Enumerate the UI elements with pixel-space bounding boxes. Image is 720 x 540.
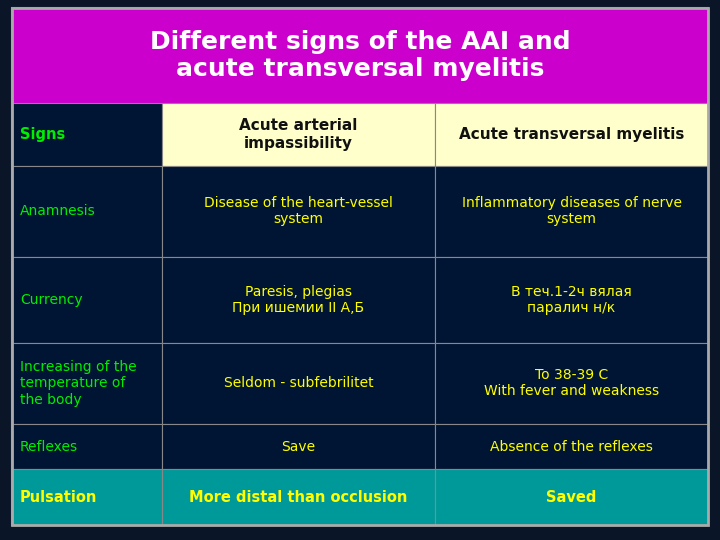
Text: Seldom - subfebrilitet: Seldom - subfebrilitet [224,376,373,390]
Bar [161,424,435,469]
Text: Different signs of the AAI and
acute transversal myelitis: Different signs of the AAI and acute tra… [150,30,570,82]
Text: Paresis, plegias
При ишемии II А,Б: Paresis, plegias При ишемии II А,Б [233,285,364,315]
Text: More distal than occlusion: More distal than occlusion [189,490,408,505]
Text: Reflexes: Reflexes [20,440,78,454]
Text: Disease of the heart-vessel
system: Disease of the heart-vessel system [204,196,393,226]
Text: Acute arterial
impassibility: Acute arterial impassibility [239,118,358,151]
Bar [161,257,435,343]
Bar [161,166,435,257]
Text: Currency: Currency [20,293,83,307]
Bar [435,424,708,469]
Text: To 38-39 C
With fever and weakness: To 38-39 C With fever and weakness [484,368,659,399]
Bar [435,469,708,525]
Text: Signs: Signs [20,127,66,142]
Bar [435,166,708,257]
Text: Inflammatory diseases of nerve
system: Inflammatory diseases of nerve system [462,196,682,226]
Bar [12,166,161,257]
Bar [435,257,708,343]
Bar [161,343,435,424]
Text: В теч.1-2ч вялая
паралич н/к: В теч.1-2ч вялая паралич н/к [511,285,632,315]
Text: Anamnesis: Anamnesis [20,204,96,218]
Bar [161,103,435,166]
Bar [435,343,708,424]
Text: Save: Save [282,440,315,454]
Text: Pulsation: Pulsation [20,490,97,505]
Text: Increasing of the
temperature of
the body: Increasing of the temperature of the bod… [20,360,137,407]
Text: Acute transversal myelitis: Acute transversal myelitis [459,127,684,142]
Bar [435,103,708,166]
Text: Saved: Saved [546,490,597,505]
Bar [12,103,161,166]
Bar [12,343,161,424]
Bar [12,469,161,525]
Bar [161,469,435,525]
Bar [12,257,161,343]
Text: Absence of the reflexes: Absence of the reflexes [490,440,653,454]
Bar [12,424,161,469]
Bar [12,8,708,103]
